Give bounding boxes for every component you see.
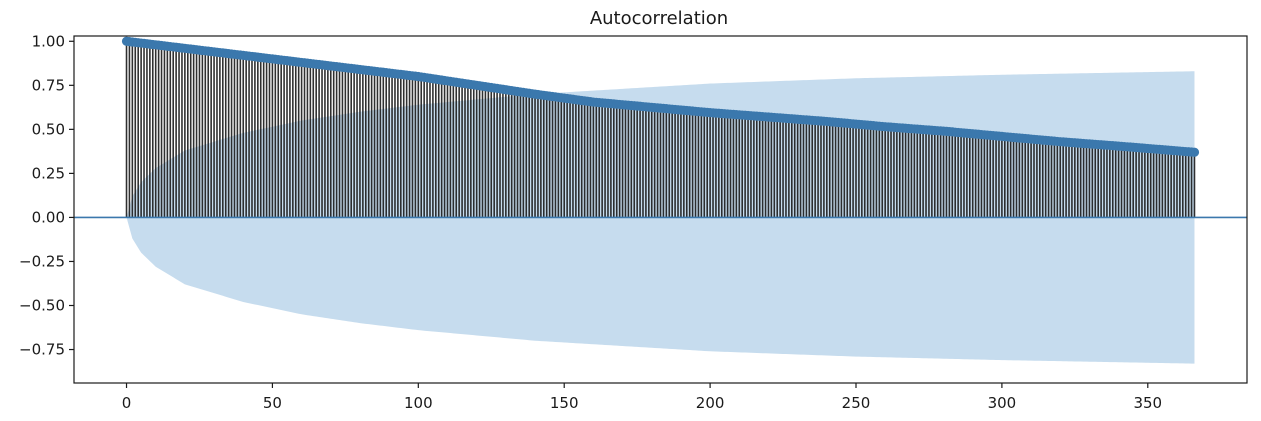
chart-title: Autocorrelation	[590, 8, 728, 29]
acf-markers	[121, 36, 1200, 157]
x-tick-label: 100	[404, 394, 433, 412]
acf-stems	[125, 41, 1196, 218]
y-tick-label: 0.25	[32, 164, 65, 182]
y-tick-label: −0.25	[19, 252, 65, 270]
x-tick-label: 300	[988, 394, 1017, 412]
axes-frame	[73, 35, 1248, 384]
y-tick-label: 0.75	[32, 76, 65, 94]
y-tick-label: −0.75	[19, 341, 65, 359]
y-tick-label: −0.50	[19, 296, 65, 314]
x-tick-label: 250	[842, 394, 871, 412]
plot-area: 1.00 0.75 0.50 0.25 0.00 −0.25 −0.50 −0.75 0 50 10…	[19, 32, 1248, 412]
x-tick-label: 350	[1133, 394, 1162, 412]
acf-point	[1189, 147, 1200, 157]
x-tick-label: 50	[263, 394, 282, 412]
y-tick-label: 1.00	[32, 32, 65, 50]
x-tick-label: 150	[550, 394, 579, 412]
x-tick-label: 0	[122, 394, 132, 412]
y-tick-label: 0.50	[32, 120, 65, 138]
y-tick-label: 0.00	[32, 208, 65, 226]
x-tick-label: 200	[696, 394, 725, 412]
